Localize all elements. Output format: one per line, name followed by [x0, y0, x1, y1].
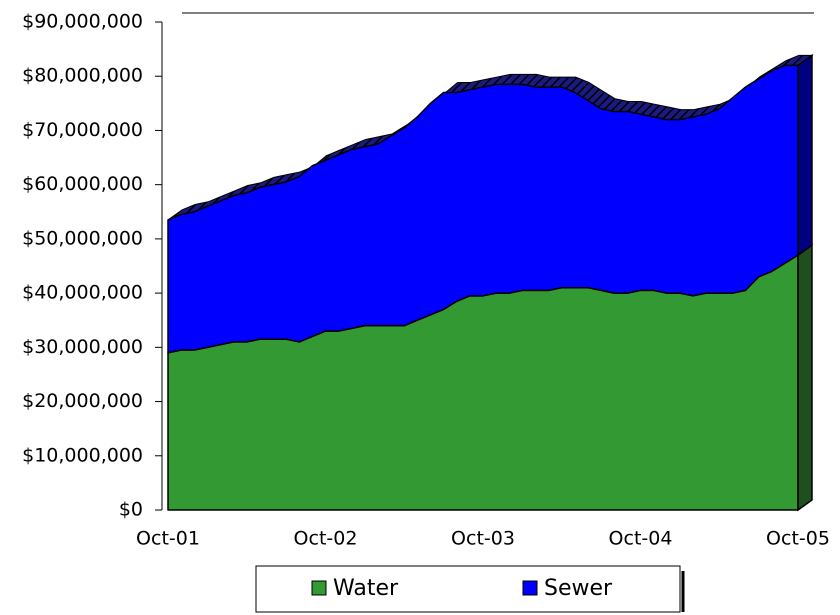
x-tick-label: Oct-05: [766, 528, 830, 550]
legend-swatch: [522, 580, 538, 596]
y-tick-label: $60,000,000: [22, 173, 143, 195]
x-tick-label: Oct-02: [294, 528, 358, 550]
legend-label: Water: [333, 576, 399, 601]
x-tick-label: Oct-04: [609, 528, 673, 550]
y-tick-label: $50,000,000: [22, 227, 143, 249]
legend-label: Sewer: [544, 576, 613, 601]
y-tick-label: $40,000,000: [22, 282, 143, 304]
x-tick-label: Oct-01: [136, 528, 200, 550]
y-tick-label: $90,000,000: [22, 11, 143, 33]
y-tick-label: $70,000,000: [22, 119, 143, 141]
y-tick-label: $20,000,000: [22, 390, 143, 412]
legend: [255, 565, 681, 613]
y-tick-label: $0: [119, 499, 143, 521]
legend-swatch: [311, 580, 327, 596]
y-tick-label: $80,000,000: [22, 65, 143, 87]
area-side-3d: [797, 53, 813, 257]
plot-area: $0 $10,000,000 $20,000,000 $30,000,000 $40,0…: [22, 11, 830, 550]
y-tick-label: $30,000,000: [22, 336, 143, 358]
y-tick-label: $10,000,000: [22, 444, 143, 466]
x-tick-label: Oct-03: [451, 528, 515, 550]
area-side-3d: [797, 243, 813, 512]
legend-items: Water Sewer: [311, 576, 613, 601]
